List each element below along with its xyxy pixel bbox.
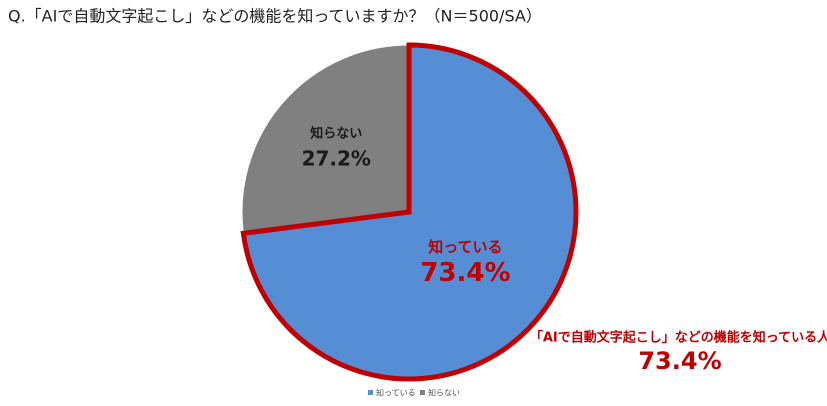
pie-slice	[241, 44, 410, 234]
slice-label: 知っている	[428, 238, 502, 256]
legend-label: 知らない	[428, 388, 460, 398]
legend-label: 知っている	[376, 388, 416, 398]
pie-slice	[240, 42, 579, 382]
annotation-text: 「AIで自動文字起こし」などの機能を知っている人	[530, 330, 827, 346]
legend-marker	[368, 390, 373, 395]
slice-value: 27.2%	[302, 147, 371, 171]
chart-title: Q.「AIで自動文字起こし」などの機能を知っていますか？（N＝500/SA）	[8, 7, 542, 26]
slice-value: 73.4%	[420, 258, 510, 288]
legend-marker	[420, 390, 425, 395]
annotation-value: 73.4%	[638, 347, 721, 375]
slice-label: 知らない	[310, 126, 362, 142]
